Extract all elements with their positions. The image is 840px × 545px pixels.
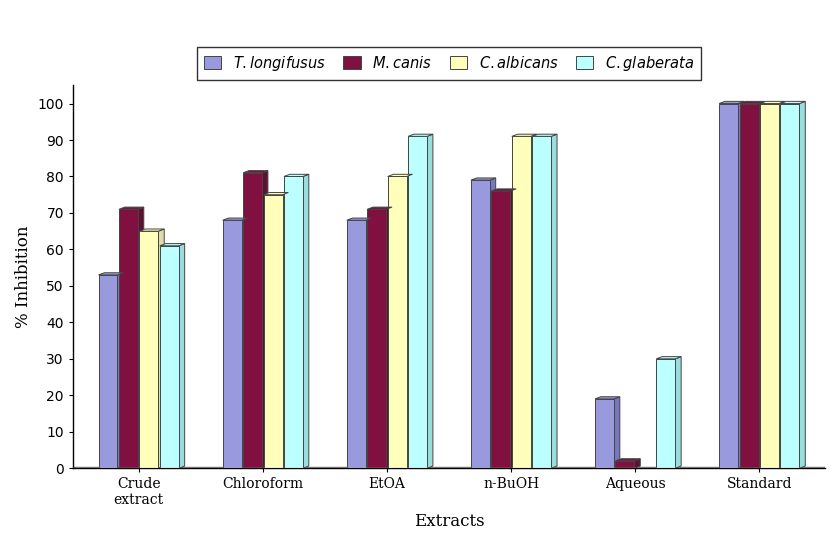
Polygon shape (367, 207, 392, 209)
Bar (243, 173, 262, 468)
Y-axis label: % Inhibition: % Inhibition (15, 226, 32, 328)
Bar (656, 359, 675, 468)
Bar (347, 220, 365, 468)
Polygon shape (119, 207, 144, 209)
Polygon shape (675, 356, 681, 468)
Polygon shape (719, 101, 744, 104)
Bar (595, 399, 614, 468)
Polygon shape (800, 101, 806, 468)
Polygon shape (282, 192, 288, 468)
Bar (471, 180, 490, 468)
Polygon shape (179, 244, 185, 468)
Polygon shape (408, 134, 433, 136)
Polygon shape (471, 178, 496, 180)
Bar (616, 461, 634, 468)
Bar (160, 246, 179, 468)
Bar (739, 104, 759, 468)
Polygon shape (634, 459, 640, 468)
Polygon shape (614, 397, 620, 468)
Polygon shape (533, 134, 557, 136)
Bar (408, 136, 427, 468)
Polygon shape (264, 192, 288, 195)
Bar (491, 191, 511, 468)
Polygon shape (779, 101, 785, 468)
Bar (387, 177, 407, 468)
Bar (223, 220, 242, 468)
Polygon shape (738, 101, 744, 468)
Polygon shape (491, 189, 516, 191)
Polygon shape (98, 272, 123, 275)
Polygon shape (551, 134, 557, 468)
Polygon shape (760, 101, 785, 104)
Bar (760, 104, 779, 468)
Polygon shape (512, 134, 537, 136)
Polygon shape (739, 101, 764, 104)
Polygon shape (160, 244, 185, 246)
Polygon shape (386, 207, 392, 468)
Bar (119, 209, 138, 468)
Polygon shape (159, 229, 165, 468)
Polygon shape (242, 218, 248, 468)
Polygon shape (138, 207, 144, 468)
Bar (284, 177, 303, 468)
Polygon shape (490, 178, 496, 468)
Polygon shape (595, 397, 620, 399)
Polygon shape (347, 218, 371, 220)
Polygon shape (656, 356, 681, 359)
Polygon shape (407, 174, 412, 468)
Polygon shape (243, 171, 268, 173)
X-axis label: Extracts: Extracts (413, 513, 485, 530)
Legend: $\it{T.longifusus}$, $\it{M.canis}$, $\it{C.albicans}$, $\it{C.glaberata}$: $\it{T.longifusus}$, $\it{M.canis}$, $\i… (197, 47, 701, 80)
Polygon shape (427, 134, 433, 468)
Bar (719, 104, 738, 468)
Polygon shape (262, 171, 268, 468)
Polygon shape (387, 174, 412, 177)
Bar (367, 209, 386, 468)
Bar (512, 136, 531, 468)
Bar (533, 136, 551, 468)
Bar (780, 104, 800, 468)
Bar (139, 231, 159, 468)
Polygon shape (139, 229, 165, 231)
Bar (264, 195, 282, 468)
Bar (98, 275, 118, 468)
Polygon shape (511, 189, 516, 468)
Polygon shape (759, 101, 764, 468)
Polygon shape (303, 174, 309, 468)
Polygon shape (284, 174, 309, 177)
Polygon shape (780, 101, 806, 104)
Polygon shape (616, 459, 640, 461)
Polygon shape (531, 134, 537, 468)
Polygon shape (365, 218, 371, 468)
Polygon shape (223, 218, 248, 220)
Polygon shape (118, 272, 123, 468)
